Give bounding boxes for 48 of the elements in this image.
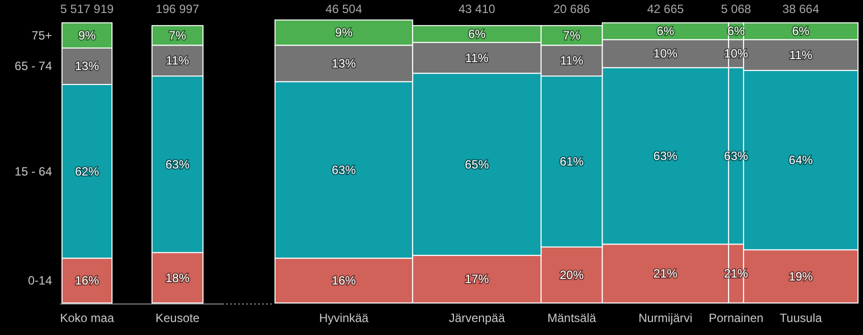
series-label: 75+ (32, 28, 52, 42)
data-label: 10% (653, 46, 678, 61)
text: 5 517 919 (60, 2, 114, 16)
data-label: 11% (465, 50, 489, 65)
x-tick-label: Nurmijärvi (638, 311, 692, 325)
x-tick-label: Keusote (155, 311, 200, 325)
text: 38 664 (782, 2, 820, 16)
data-label: 6% (792, 24, 810, 38)
text: 46 504 (325, 2, 362, 16)
data-label: 7% (563, 28, 581, 42)
data-label: 6% (468, 27, 486, 42)
data-label: 9% (335, 26, 353, 40)
data-label: 18% (165, 270, 190, 285)
data-label: 11% (166, 54, 190, 68)
data-label: 13% (74, 59, 100, 74)
data-label: 19% (788, 269, 814, 284)
data-label: 63% (332, 162, 356, 177)
data-label: 6% (656, 24, 674, 38)
series-label: 65 - 74 (14, 59, 52, 74)
data-label: 7% (168, 28, 186, 42)
data-label: 16% (332, 274, 356, 288)
data-label: 64% (788, 153, 814, 168)
x-tick-label: Mäntsälä (547, 311, 596, 325)
data-label: 20% (560, 268, 584, 282)
data-label: 13% (332, 56, 356, 70)
text: 20 686 (553, 2, 590, 16)
x-tick-label: Järvenpää (448, 311, 506, 325)
data-label: 62% (74, 164, 100, 178)
text: 5 068 (721, 2, 752, 16)
series-label: 0-14 (28, 274, 52, 288)
data-label: 17% (464, 272, 490, 286)
data-label: 11% (789, 48, 813, 62)
text: 196 997 (156, 2, 200, 16)
data-label: 61% (560, 154, 584, 168)
text: 42 665 (647, 2, 684, 16)
data-label: 63% (165, 157, 190, 172)
data-label: 9% (78, 28, 96, 42)
x-tick-label: Hyvinkää (319, 311, 369, 325)
series-label: 15 - 64 (14, 164, 52, 178)
data-label: 21% (653, 266, 678, 281)
data-label: 63% (653, 148, 678, 163)
data-label: 11% (560, 54, 584, 68)
x-tick-label: Tuusula (780, 311, 822, 325)
data-label: 65% (464, 157, 490, 172)
x-tick-label: Koko maa (60, 311, 114, 325)
data-label: 16% (74, 274, 100, 288)
text: 43 410 (458, 2, 496, 16)
x-tick-label: Pornainen (708, 311, 764, 325)
